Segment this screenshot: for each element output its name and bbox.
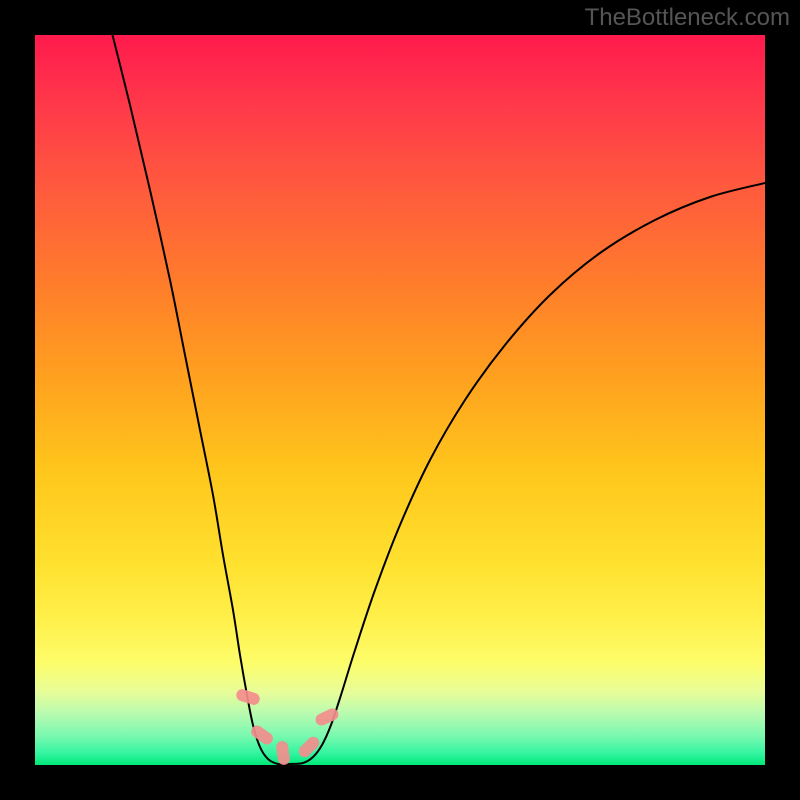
watermark-text: TheBottleneck.com [585, 4, 790, 32]
plot-area [35, 35, 765, 765]
bottleneck-curve [35, 35, 765, 765]
curve-marker [275, 740, 290, 765]
curve-marker [296, 734, 321, 759]
